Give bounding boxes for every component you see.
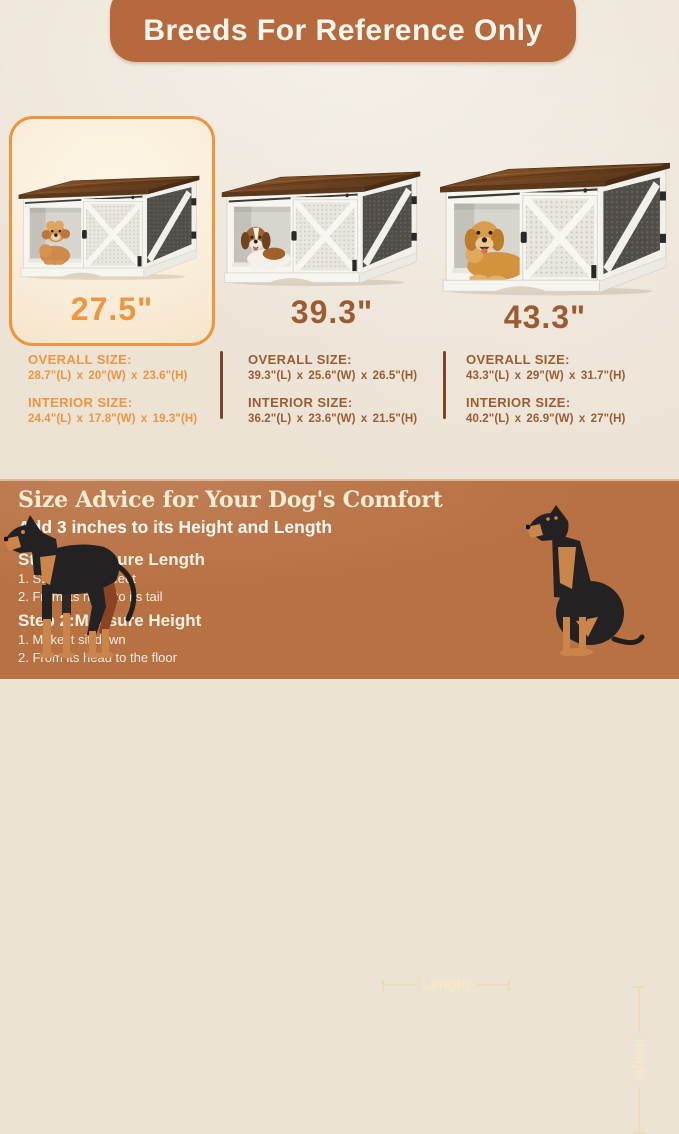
interior-size-label: INTERIOR SIZE: — [248, 395, 353, 410]
height-line — [638, 988, 640, 1032]
length-line — [384, 984, 415, 986]
crate-illustration-medium — [221, 171, 421, 286]
standing-dog-illustration — [4, 515, 137, 658]
banner-title: Breeds For Reference Only — [143, 14, 543, 47]
size-spec-large: OVERALL SIZE: 43.3"(L) x 29"(W) x 31.7"(… — [466, 352, 625, 427]
height-measure-guide: Height — [630, 986, 648, 1134]
size-advice-panel: Size Advice for Your Dog's Comfort Add 3… — [0, 479, 679, 1134]
overall-size-label: OVERALL SIZE: — [466, 352, 570, 367]
column-divider-2 — [443, 351, 446, 419]
golden-retriever-illustration — [464, 221, 526, 283]
overall-size-label: OVERALL SIZE: — [28, 352, 132, 367]
crate-size-label-medium: 39.3" — [290, 294, 374, 330]
measure-height-label: Height — [631, 1037, 647, 1083]
overall-size-label: OVERALL SIZE: — [248, 352, 352, 367]
sitting-dog-illustration — [526, 505, 645, 656]
size-spec-small: OVERALL SIZE: 28.7"(L) x 20"(W) x 23.6"(… — [28, 352, 197, 427]
interior-size-value: 40.2"(L) x 26.9"(W) x 27"(H) — [466, 413, 626, 425]
overall-size-value: 39.3"(L) x 25.6"(W) x 26.5"(H) — [248, 370, 418, 382]
height-line — [638, 1088, 640, 1132]
wood-top — [18, 175, 200, 200]
interior-size-label: INTERIOR SIZE: — [466, 395, 571, 410]
beagle-illustration — [240, 226, 291, 271]
overall-size-value: 43.3"(L) x 29"(W) x 31.7"(H) — [466, 370, 626, 382]
barn-door — [81, 199, 145, 271]
interior-size-value: 36.2"(L) x 23.6"(W) x 21.5"(H) — [248, 413, 418, 425]
crate-illustration-large — [439, 162, 671, 296]
crate-size-label-small: 27.5" — [70, 291, 154, 327]
overall-size-value: 28.7"(L) x 20"(W) x 23.6"(H) — [28, 370, 188, 382]
advice-title: Size Advice for Your Dog's Comfort — [18, 487, 443, 513]
measure-length-label: Length — [421, 977, 471, 993]
advice-subtitle: Add 3 inches to its Height and Length — [18, 517, 333, 537]
interior-size-label: INTERIOR SIZE: — [28, 395, 133, 410]
interior-size-value: 24.4"(L) x 17.8"(W) x 19.3"(H) — [28, 413, 198, 425]
length-tick-right — [508, 979, 511, 991]
crate-illustration-small — [18, 175, 200, 280]
poodle-illustration — [39, 220, 71, 265]
length-measure-guide: Length — [382, 977, 511, 993]
column-divider-1 — [220, 351, 223, 419]
crate-size-label-large: 43.3" — [503, 299, 587, 335]
reference-banner: Breeds For Reference Only — [110, 0, 576, 62]
size-spec-medium: OVERALL SIZE: 39.3"(L) x 25.6"(W) x 26.5… — [248, 352, 417, 427]
length-line — [477, 984, 509, 986]
height-label-wrap: Height — [630, 1032, 648, 1088]
